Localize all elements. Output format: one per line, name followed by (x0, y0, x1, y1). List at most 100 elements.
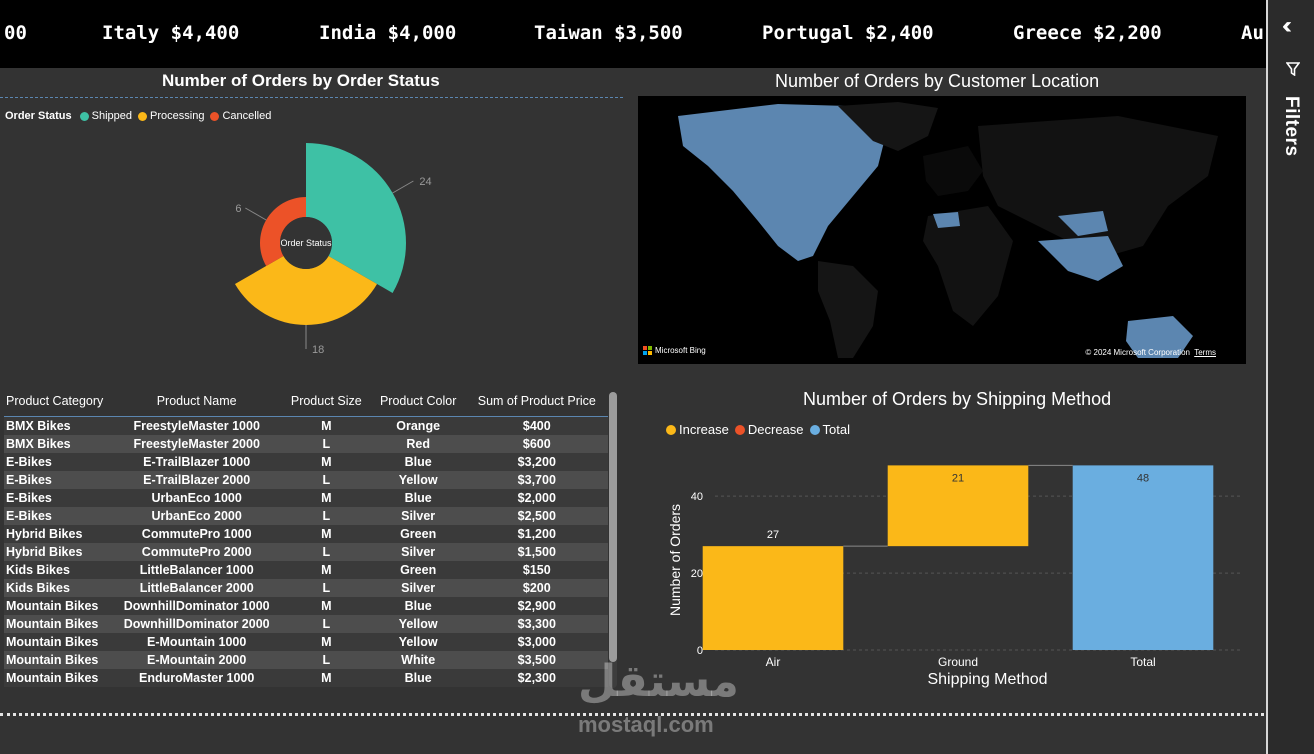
waterfall-bar-ground[interactable] (887, 465, 1029, 547)
column-header[interactable]: Product Color (379, 394, 457, 408)
order-status-title: Number of Orders by Order Status (162, 71, 440, 90)
table-row[interactable]: Mountain Bikes DownhillDominator 1000 M Blu… (4, 597, 608, 615)
funnel-icon (1286, 62, 1300, 76)
column-header[interactable]: Product Name (156, 394, 237, 408)
divider (0, 97, 623, 98)
order-status-donut-chart[interactable]: 24 18 6 Order Status (200, 130, 460, 355)
table-cell: Orange (396, 419, 441, 433)
filters-pane[interactable]: ‹‹ Filters (1266, 0, 1314, 754)
column-header[interactable]: Sum of Product Price (477, 394, 596, 408)
table-cell: M (321, 527, 332, 541)
world-map-graphic (678, 102, 1218, 358)
table-row[interactable]: Mountain Bikes EnduroMaster 1000 M Blue $2,3… (4, 669, 608, 687)
donut-slice-processing[interactable] (234, 256, 378, 325)
south-america-shape (818, 261, 878, 358)
table-cell: $1,500 (517, 545, 556, 559)
table-scrollbar-thumb[interactable] (609, 392, 617, 662)
column-header[interactable]: Product Size (290, 394, 362, 408)
terms-link[interactable]: Terms (1194, 348, 1216, 357)
table-cell: $3,000 (517, 635, 556, 649)
legend-item-decrease[interactable]: Decrease (734, 422, 804, 437)
table-cell: E-Mountain 2000 (147, 653, 247, 667)
bing-attribution: Microsoft Bing (643, 346, 706, 355)
filters-label[interactable]: Filters (1281, 96, 1302, 157)
table-cell: L (322, 653, 331, 667)
table-cell: M (321, 635, 332, 649)
waterfall-bar-air[interactable] (702, 546, 844, 650)
table-cell: Silver (401, 509, 436, 523)
table-cell: UrbanEco 1000 (151, 491, 242, 505)
europe-shape (923, 146, 983, 196)
table-row[interactable]: Mountain Bikes E-Mountain 2000 L White $3,50… (4, 651, 608, 669)
donut-slice-shipped[interactable] (306, 143, 406, 293)
microsoft-logo-icon (643, 346, 652, 355)
donut-slice-cancelled[interactable] (260, 197, 306, 266)
watermark-arabic: مستقل (578, 656, 739, 707)
donut-value-label: 24 (419, 176, 431, 188)
legend-item-processing[interactable]: Processing (138, 110, 204, 122)
waterfall-bar-total[interactable] (1072, 465, 1214, 650)
ticker-item: Portugal $2,400 (762, 22, 934, 44)
table-cell: L (322, 617, 331, 631)
double-chevron-left-icon[interactable]: ‹‹ (1282, 12, 1292, 39)
table-cell: Green (400, 527, 437, 541)
legend-item-total[interactable]: Total (809, 422, 850, 437)
greenland-shape (838, 102, 938, 151)
donut-value-label: 18 (312, 344, 324, 355)
column-header[interactable]: Product Category (6, 394, 104, 408)
table-row[interactable]: Hybrid Bikes CommutePro 2000 L Silver $1,500 (4, 543, 608, 561)
y-tick-label: 0 (697, 645, 703, 657)
table-row[interactable]: Mountain Bikes DownhillDominator 2000 L Yel… (4, 615, 608, 633)
table-cell: Green (400, 563, 437, 577)
table-cell: Silver (401, 545, 436, 559)
x-axis-title: Shipping Method (927, 671, 1047, 688)
bar-value-label: 27 (767, 529, 779, 541)
table-cell: FreestyleMaster 1000 (133, 419, 260, 433)
x-tick-label: Total (1130, 655, 1155, 669)
table-cell: LittleBalancer 2000 (139, 581, 254, 595)
china-highlight-shape (1058, 211, 1108, 236)
table-cell: EnduroMaster 1000 (139, 671, 255, 685)
bar-value-label: 48 (1137, 472, 1149, 484)
table-row[interactable]: Mountain Bikes E-Mountain 1000 M Yellow $3,0… (4, 633, 608, 651)
table-cell: DownhillDominator 1000 (123, 599, 270, 613)
africa-shape (923, 206, 1013, 326)
table-row[interactable]: Kids Bikes LittleBalancer 2000 L Silver $200 (4, 579, 608, 597)
customer-location-map[interactable]: Microsoft Bing © 2024 Microsoft Corporat… (638, 96, 1246, 364)
table-row[interactable]: E-Bikes E-TrailBlazer 1000 M Blue $3,200 (4, 453, 608, 471)
table-cell: Blue (404, 455, 432, 469)
table-row[interactable]: Kids Bikes LittleBalancer 1000 M Green $150 (4, 561, 608, 579)
table-row[interactable]: Hybrid Bikes CommutePro 1000 M Green $1,200 (4, 525, 608, 543)
table-cell: Yellow (398, 473, 438, 487)
table-cell: $2,900 (517, 599, 556, 613)
product-table[interactable]: Product Category Product Name Product Si… (4, 386, 608, 688)
table-cell: Hybrid Bikes (6, 527, 83, 541)
table-row[interactable]: BMX Bikes FreestyleMaster 2000 L Red $600 (4, 435, 608, 453)
shipping-method-title: Number of Orders by Shipping Method (803, 389, 1112, 409)
shipping-waterfall-chart[interactable]: 0 20 40 27 Air 21 Ground 48 Total Shipping Method… (640, 440, 1260, 695)
table-cell: Silver (401, 581, 436, 595)
table-row[interactable]: BMX Bikes FreestyleMaster 1000 M Orange $400 (4, 416, 608, 435)
table-cell: DownhillDominator 2000 (123, 617, 270, 631)
table-row[interactable]: E-Bikes UrbanEco 1000 M Blue $2,000 (4, 489, 608, 507)
table-cell: Mountain Bikes (6, 653, 99, 667)
table-cell: $2,000 (517, 491, 556, 505)
table-cell: Blue (404, 491, 432, 505)
table-cell: $3,700 (517, 473, 556, 487)
table-cell: E-Bikes (6, 509, 52, 523)
table-cell: E-Bikes (6, 491, 52, 505)
table-row[interactable]: E-Bikes UrbanEco 2000 L Silver $2,500 (4, 507, 608, 525)
table-header-row: Product Category Product Name Product Si… (4, 386, 608, 417)
legend-item-increase[interactable]: Increase (666, 422, 729, 437)
table-cell: Yellow (398, 635, 438, 649)
table-cell: M (321, 491, 332, 505)
table-cell: $2,300 (517, 671, 556, 685)
table-cell: LittleBalancer 1000 (139, 563, 254, 577)
table-row[interactable]: E-Bikes E-TrailBlazer 2000 L Yellow $3,700 (4, 471, 608, 489)
donut-center-label: Order Status (280, 238, 332, 248)
legend-item-cancelled[interactable]: Cancelled (210, 110, 271, 122)
bing-label: Microsoft Bing (655, 346, 706, 355)
table-cell: CommutePro 2000 (141, 545, 252, 559)
north-america-shape (678, 104, 888, 261)
legend-item-shipped[interactable]: Shipped (79, 110, 132, 122)
